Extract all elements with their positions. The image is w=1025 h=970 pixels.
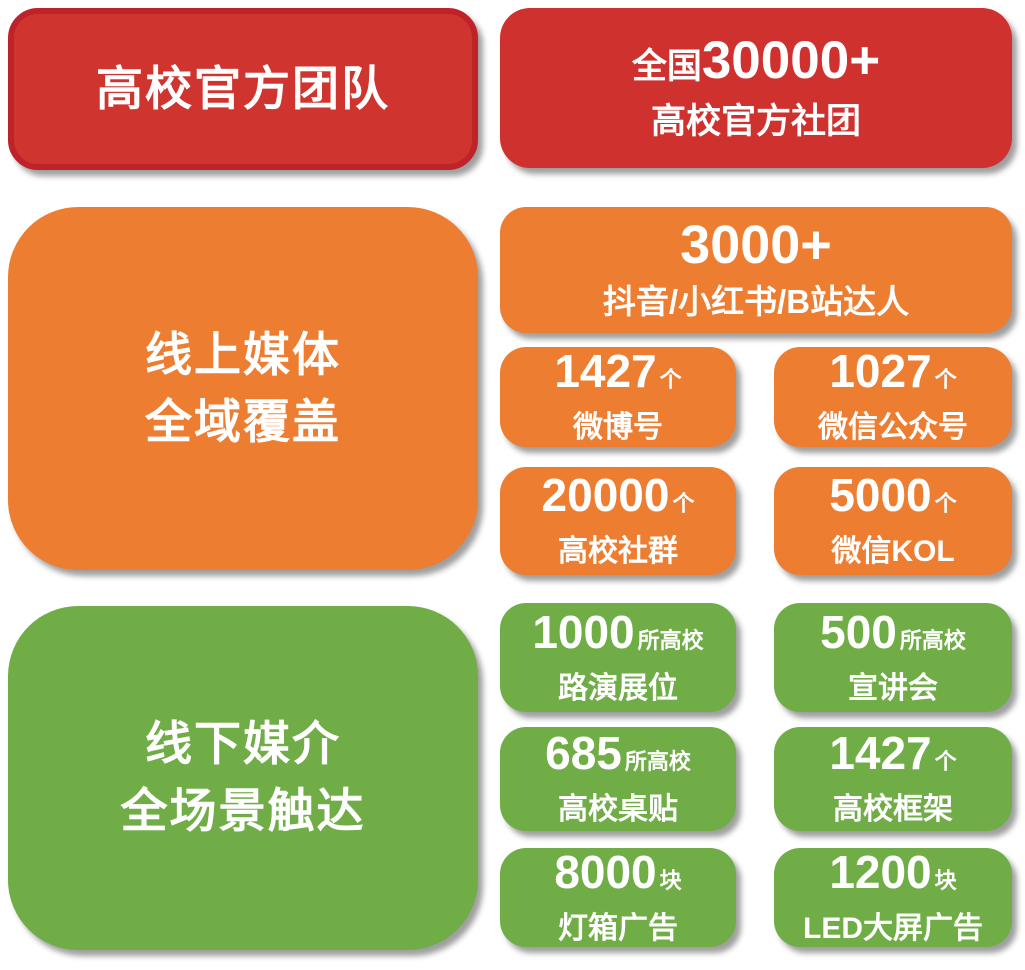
- stat-unit: 个: [934, 367, 957, 392]
- stat-number: 685: [545, 727, 622, 779]
- category-card-online-media: 线上媒体 全域覆盖: [8, 207, 478, 570]
- category-title-line2: 全域覆盖: [145, 394, 341, 448]
- category-title-official-teams: 高校官方团队: [96, 61, 390, 115]
- stat-number-line: 685 所高校: [545, 730, 691, 776]
- stat-label: 高校社群: [558, 535, 678, 568]
- stat-label: 宣讲会: [848, 671, 938, 705]
- stat-number-line: 1427 个: [554, 348, 681, 394]
- category-card-official-teams: 高校官方团队: [8, 8, 478, 170]
- stat-label: 微信公众号: [818, 411, 968, 444]
- stat-number-line: 全国 30000+: [631, 30, 881, 90]
- stat-label: 路演展位: [558, 671, 678, 705]
- stat-card-roadshow-booths: 1000 所高校 路演展位: [500, 603, 736, 712]
- category-title-line2: 全场景触达: [120, 784, 366, 837]
- category-title-line1: 线上媒体: [145, 327, 341, 381]
- stat-label: 灯箱广告: [558, 911, 678, 945]
- stat-unit: 个: [934, 491, 957, 516]
- stat-card-info-sessions: 500 所高校 宣讲会: [774, 603, 1012, 712]
- stat-number: 1200: [829, 845, 932, 898]
- stat-number: 1000: [532, 605, 635, 658]
- stat-number: 1027: [829, 345, 932, 397]
- stat-prefix: 全国: [631, 46, 702, 86]
- stat-unit: 所高校: [624, 749, 691, 774]
- stat-number-line: 20000 个: [542, 472, 695, 518]
- stat-label: 高校官方社团: [650, 101, 861, 141]
- stat-label: 高校框架: [833, 793, 953, 826]
- stat-label: 高校桌贴: [558, 793, 678, 826]
- stat-label: 抖音/小红书/B站达人: [602, 283, 910, 321]
- stat-number-line: 1000 所高校: [532, 609, 703, 655]
- stat-card-campus-groups: 20000 个 高校社群: [500, 467, 736, 575]
- stat-unit: 个: [659, 367, 682, 392]
- stat-label: LED大屏广告: [803, 911, 983, 945]
- stat-number: 30000+: [701, 30, 881, 90]
- stat-card-led-screen-ads: 1200 块 LED大屏广告: [774, 848, 1012, 947]
- stat-number: 3000+: [680, 214, 832, 275]
- stat-unit: 所高校: [637, 627, 704, 653]
- stat-card-lightbox-ads: 8000 块 灯箱广告: [500, 848, 736, 947]
- stat-card-national-clubs: 全国 30000+ 高校官方社团: [500, 8, 1012, 168]
- stat-card-wechat-kol: 5000 个 微信KOL: [774, 467, 1012, 575]
- stat-number-line: 1200 块: [829, 849, 956, 895]
- stat-card-campus-frames: 1427 个 高校框架: [774, 727, 1012, 831]
- stat-number: 1427: [554, 345, 657, 397]
- stat-unit: 个: [934, 749, 957, 774]
- stat-number: 5000: [829, 469, 932, 521]
- stat-number: 500: [820, 605, 897, 658]
- stat-number: 8000: [554, 845, 657, 898]
- stat-unit: 块: [659, 867, 682, 893]
- stat-number: 1427: [829, 727, 932, 779]
- stat-unit: 个: [672, 491, 695, 516]
- stat-number-line: 8000 块: [554, 849, 681, 895]
- stat-card-wechat-official: 1027 个 微信公众号: [774, 347, 1012, 447]
- stat-number-line: 500 所高校: [820, 609, 966, 655]
- category-title-line1: 线下媒介: [145, 717, 341, 771]
- stat-card-desk-stickers: 685 所高校 高校桌贴: [500, 727, 736, 831]
- stat-number-line: 1027 个: [829, 348, 956, 394]
- stat-unit: 块: [934, 867, 957, 893]
- stat-number-line: 1427 个: [829, 730, 956, 776]
- stat-number-line: 5000 个: [829, 472, 956, 518]
- stat-unit: 所高校: [899, 627, 966, 653]
- stat-card-influencers: 3000+ 抖音/小红书/B站达人: [500, 207, 1012, 333]
- stat-number: 20000: [541, 469, 670, 521]
- category-card-offline-media: 线下媒介 全场景触达: [8, 606, 478, 950]
- stat-label: 微信KOL: [831, 535, 955, 568]
- stat-label: 微博号: [573, 411, 663, 444]
- stat-card-weibo: 1427 个 微博号: [500, 347, 736, 447]
